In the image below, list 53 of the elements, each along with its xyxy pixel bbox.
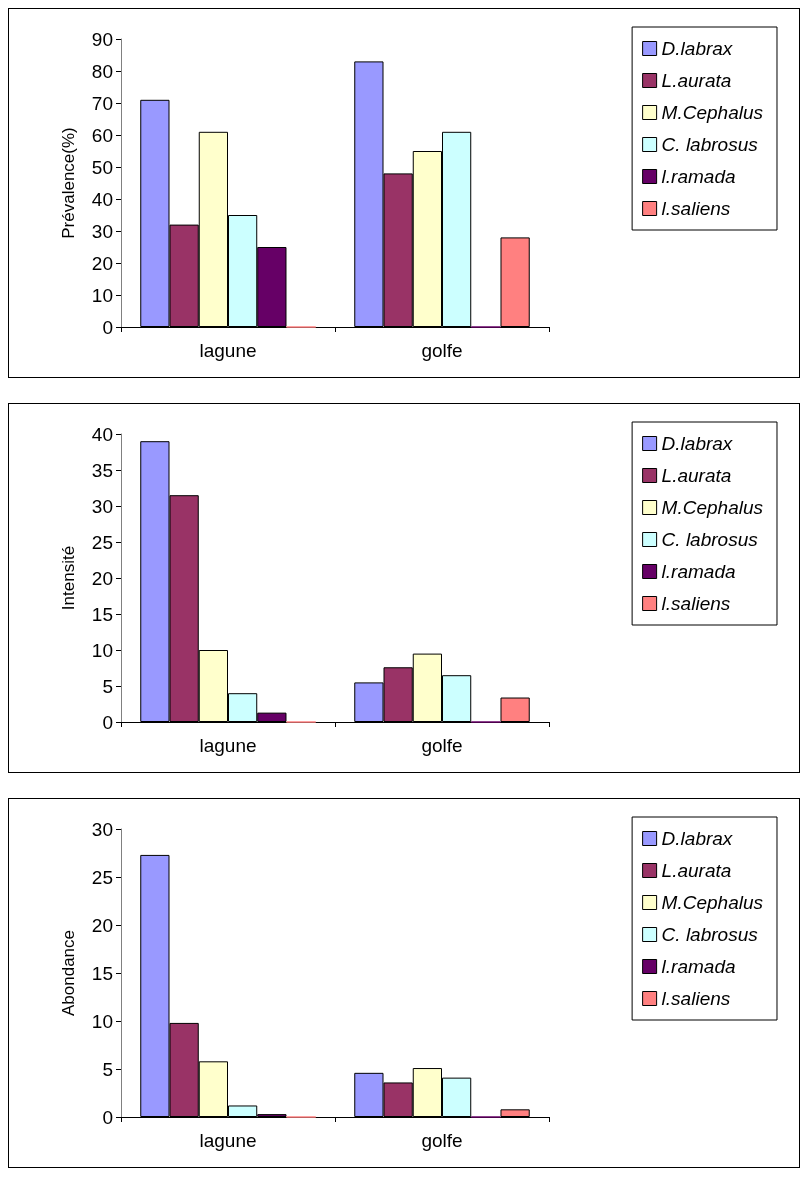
legend-label: l.saliens: [661, 198, 731, 219]
y-tick-label: 10: [91, 284, 113, 306]
legend-label: l.ramada: [661, 561, 736, 582]
y-tick-label: 15: [91, 603, 113, 625]
y-tick-label: 90: [91, 28, 113, 50]
y-tick-label: 20: [91, 252, 113, 274]
legend-label: l.ramada: [661, 166, 736, 187]
y-tick-label: 10: [91, 1010, 113, 1032]
x-tick-label: golfe: [421, 340, 463, 361]
legend-label: L.aurata: [661, 860, 732, 881]
x-tick-label: lagune: [199, 1130, 257, 1151]
y-tick-label: 25: [91, 531, 113, 553]
legend-label: l.saliens: [661, 593, 731, 614]
legend-label: M.Cephalus: [661, 892, 764, 913]
y-tick-label: 30: [91, 495, 113, 517]
legend-label: l.ramada: [661, 956, 736, 977]
y-tick-label: 10: [91, 639, 113, 661]
x-tick-label: lagune: [199, 340, 257, 361]
x-tick-label: golfe: [421, 735, 463, 756]
legend-label: C. labrosus: [661, 529, 759, 550]
y-tick-label: 5: [102, 675, 113, 697]
y-tick-label: 60: [91, 124, 113, 146]
y-tick-label: 70: [91, 92, 113, 114]
y-tick-label: 0: [102, 711, 113, 733]
y-tick-label: 40: [91, 188, 113, 210]
y-tick-label: 35: [91, 459, 113, 481]
y-tick-label: 80: [91, 60, 113, 82]
legend-label: l.saliens: [661, 988, 731, 1009]
y-tick-label: 20: [91, 914, 113, 936]
legend-label: M.Cephalus: [661, 497, 764, 518]
legend-label: C. labrosus: [661, 134, 759, 155]
y-axis-title: Prévalence(%): [59, 127, 78, 239]
y-tick-label: 0: [102, 1106, 113, 1128]
x-tick-label: golfe: [421, 1130, 463, 1151]
y-tick-label: 0: [102, 316, 113, 338]
y-tick-label: 25: [91, 866, 113, 888]
y-tick-label: 15: [91, 962, 113, 984]
legend-label: D.labrax: [661, 828, 734, 849]
y-tick-label: 40: [91, 423, 113, 445]
y-tick-label: 30: [91, 220, 113, 242]
y-axis-title: Abondance: [59, 929, 78, 1017]
legend-label: L.aurata: [661, 465, 732, 486]
x-tick-label: lagune: [199, 735, 257, 756]
y-axis-title: Intensité: [59, 545, 78, 611]
legend-label: D.labrax: [661, 433, 734, 454]
legend-label: C. labrosus: [661, 924, 759, 945]
y-tick-label: 5: [102, 1058, 113, 1080]
legend-label: L.aurata: [661, 70, 732, 91]
legend-label: D.labrax: [661, 38, 734, 59]
y-tick-label: 20: [91, 567, 113, 589]
y-tick-label: 50: [91, 156, 113, 178]
y-tick-label: 30: [91, 818, 113, 840]
legend-label: M.Cephalus: [661, 102, 764, 123]
